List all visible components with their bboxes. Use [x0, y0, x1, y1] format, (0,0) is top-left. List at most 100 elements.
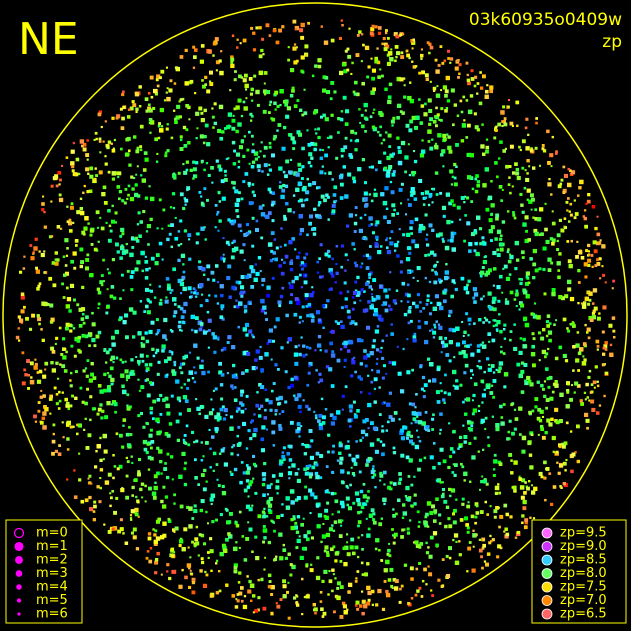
star [81, 285, 85, 289]
star [167, 519, 172, 523]
star [302, 354, 306, 358]
star [346, 503, 349, 507]
star [147, 455, 152, 460]
star [238, 571, 242, 575]
star [355, 577, 358, 580]
star [171, 371, 177, 376]
star [168, 232, 172, 236]
star [559, 463, 563, 468]
star [111, 258, 115, 262]
star [184, 399, 189, 403]
star [353, 474, 356, 477]
star [342, 546, 346, 551]
star [243, 350, 249, 356]
star [205, 510, 208, 514]
star [360, 505, 365, 510]
star [431, 504, 435, 509]
star [306, 530, 311, 535]
star [444, 109, 448, 113]
star [84, 334, 89, 339]
star [480, 418, 485, 423]
star [214, 387, 218, 391]
star [407, 475, 411, 478]
star [173, 82, 177, 85]
star [58, 197, 64, 203]
star [183, 170, 188, 175]
star [173, 310, 178, 314]
star [343, 562, 348, 567]
star [583, 358, 587, 362]
star [144, 331, 148, 335]
star [195, 241, 199, 245]
star [159, 460, 163, 464]
star [36, 314, 40, 318]
star [40, 421, 44, 425]
star [211, 107, 214, 110]
star [388, 288, 391, 291]
star [428, 51, 431, 55]
star [500, 416, 504, 419]
star [503, 503, 508, 508]
star [295, 472, 299, 476]
star [80, 499, 85, 504]
star [340, 19, 343, 22]
star [313, 111, 317, 115]
star [180, 386, 183, 389]
star [439, 447, 444, 452]
star [287, 581, 290, 584]
star [376, 295, 381, 300]
star [549, 396, 554, 401]
star [209, 497, 214, 502]
star [315, 416, 318, 420]
star [417, 411, 422, 416]
star [526, 375, 531, 381]
star [209, 466, 212, 469]
star [227, 264, 232, 269]
star [150, 95, 154, 99]
star [153, 485, 158, 491]
star [125, 374, 131, 379]
star [460, 462, 463, 466]
star [311, 227, 315, 231]
star [592, 288, 598, 293]
star [261, 277, 266, 282]
star [382, 497, 387, 502]
star [499, 237, 503, 241]
star [448, 314, 451, 318]
star [89, 273, 94, 278]
star [423, 520, 427, 524]
star [121, 232, 125, 236]
star [277, 123, 282, 127]
star [505, 532, 510, 537]
star [564, 469, 567, 472]
star [267, 242, 273, 247]
star [560, 296, 565, 301]
star [212, 451, 217, 456]
star [481, 236, 485, 240]
star [520, 303, 525, 308]
star [514, 293, 519, 297]
star [361, 237, 365, 240]
star [439, 382, 442, 385]
star [256, 391, 259, 394]
star [21, 351, 25, 355]
star [349, 545, 354, 550]
star [176, 396, 181, 401]
star [166, 475, 170, 480]
star [259, 345, 262, 349]
star [435, 193, 439, 196]
star [348, 213, 353, 218]
star [558, 443, 562, 447]
star [49, 303, 54, 308]
star [373, 108, 376, 111]
star [438, 118, 441, 121]
star [345, 496, 350, 501]
star [248, 507, 253, 512]
star [314, 64, 318, 68]
star [312, 181, 317, 186]
star [525, 117, 529, 121]
star [473, 292, 479, 297]
star [129, 196, 135, 202]
star [199, 134, 204, 139]
star [276, 104, 280, 108]
